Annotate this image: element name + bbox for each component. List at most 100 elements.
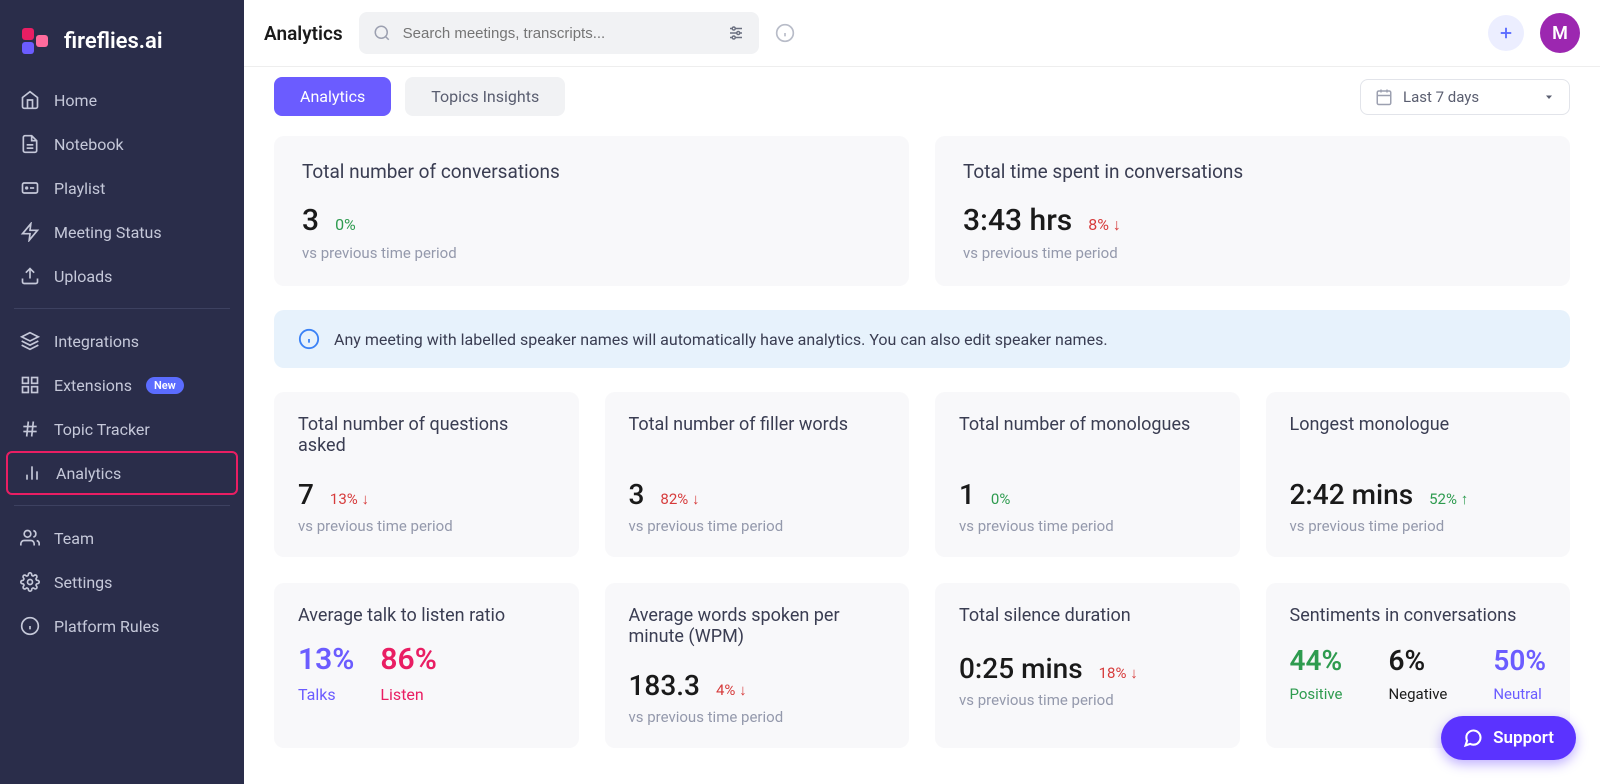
sentiment-negative-label: Negative <box>1388 685 1447 703</box>
stat-value: 183.3 <box>629 669 700 702</box>
card-time-spent: Total time spent in conversations 3:43 h… <box>935 136 1570 286</box>
stat-change: 8% ↓ <box>1088 215 1121 235</box>
search-input[interactable] <box>359 12 759 54</box>
sidebar-item-meeting-status[interactable]: Meeting Status <box>0 210 244 254</box>
card-talk-listen-ratio: Average talk to listen ratio 13% Talks 8… <box>274 583 579 748</box>
banner-text: Any meeting with labelled speaker names … <box>334 330 1108 349</box>
stat-value: 3 <box>629 478 645 511</box>
sidebar-item-home[interactable]: Home <box>0 78 244 122</box>
avatar[interactable]: M <box>1540 13 1580 53</box>
sidebar-item-label: Topic Tracker <box>54 420 150 439</box>
calendar-icon <box>1375 88 1393 106</box>
info-icon[interactable] <box>775 23 795 43</box>
search-icon <box>373 24 391 42</box>
date-filter[interactable]: Last 7 days <box>1360 79 1570 115</box>
stat-title: Total number of monologues <box>959 414 1216 462</box>
sidebar-item-settings[interactable]: Settings <box>0 560 244 604</box>
sidebar-item-label: Home <box>54 91 97 110</box>
sidebar-item-topic-tracker[interactable]: Topic Tracker <box>0 407 244 451</box>
logo[interactable]: fireflies.ai <box>0 16 244 78</box>
sidebar-item-label: Uploads <box>54 267 112 286</box>
stat-sub: vs previous time period <box>959 691 1216 709</box>
stat-title: Total number of filler words <box>629 414 886 462</box>
stat-value: 2:42 mins <box>1290 478 1414 511</box>
nav-divider <box>14 505 230 506</box>
nav-divider <box>14 308 230 309</box>
sidebar-item-extensions[interactable]: Extensions New <box>0 363 244 407</box>
notebook-icon <box>20 134 40 154</box>
stat-value: 3 <box>302 203 319 238</box>
stats-grid: Total number of questions asked 7 13% ↓ … <box>274 392 1570 748</box>
stat-change: 13% ↓ <box>330 490 369 508</box>
lightning-icon <box>20 222 40 242</box>
analytics-icon <box>22 463 42 483</box>
stat-change: 0% <box>335 215 356 234</box>
sidebar-item-analytics[interactable]: Analytics <box>6 451 238 495</box>
sidebar-item-platform-rules[interactable]: Platform Rules <box>0 604 244 648</box>
topbar: Analytics M <box>244 0 1600 67</box>
nav: Home Notebook Playlist Meeting Status Up… <box>0 78 244 648</box>
sidebar: fireflies.ai Home Notebook Playlist Meet… <box>0 0 244 784</box>
gear-icon <box>20 572 40 592</box>
grid-icon <box>20 375 40 395</box>
sentiment-positive-label: Positive <box>1290 685 1343 703</box>
logo-icon <box>20 24 54 58</box>
tabs-row: Analytics Topics Insights Last 7 days <box>274 77 1570 116</box>
stat-title: Total number of questions asked <box>298 414 555 462</box>
layers-icon <box>20 331 40 351</box>
stat-value: 1 <box>959 478 975 511</box>
sidebar-item-integrations[interactable]: Integrations <box>0 319 244 363</box>
page-title: Analytics <box>264 22 343 45</box>
stat-value: 7 <box>298 478 314 511</box>
support-label: Support <box>1493 728 1554 748</box>
sidebar-item-label: Integrations <box>54 332 139 351</box>
tab-analytics[interactable]: Analytics <box>274 77 391 116</box>
ratio-listen-label: Listen <box>380 685 436 704</box>
chevron-down-icon <box>1543 91 1555 103</box>
sidebar-item-team[interactable]: Team <box>0 516 244 560</box>
sidebar-item-label: Analytics <box>56 464 121 483</box>
info-banner: Any meeting with labelled speaker names … <box>274 310 1570 368</box>
sentiment-neutral-value: 50% <box>1493 644 1546 677</box>
sidebar-item-uploads[interactable]: Uploads <box>0 254 244 298</box>
stat-change: 52% ↑ <box>1429 490 1468 508</box>
stat-change: 4% ↓ <box>716 681 747 699</box>
card-questions: Total number of questions asked 7 13% ↓ … <box>274 392 579 557</box>
team-icon <box>20 528 40 548</box>
sentiment-neutral-label: Neutral <box>1493 685 1546 703</box>
stat-sub: vs previous time period <box>302 244 881 262</box>
support-button[interactable]: Support <box>1441 716 1576 760</box>
stat-sub: vs previous time period <box>629 517 886 535</box>
upload-icon <box>20 266 40 286</box>
sidebar-item-label: Meeting Status <box>54 223 162 242</box>
stat-sub: vs previous time period <box>959 517 1216 535</box>
card-conversations: Total number of conversations 3 0% vs pr… <box>274 136 909 286</box>
sidebar-item-playlist[interactable]: Playlist <box>0 166 244 210</box>
stat-title: Average words spoken per minute (WPM) <box>629 605 886 653</box>
sidebar-item-label: Team <box>54 529 94 548</box>
stat-value: 3:43 hrs <box>963 203 1072 238</box>
stat-title: Total number of conversations <box>302 160 881 183</box>
stat-sub: vs previous time period <box>1290 517 1547 535</box>
stat-change: 18% ↓ <box>1099 664 1138 682</box>
new-badge: New <box>146 377 184 394</box>
filter-icon[interactable] <box>727 24 745 42</box>
card-monologues: Total number of monologues 1 0% vs previ… <box>935 392 1240 557</box>
stat-sub: vs previous time period <box>629 708 886 726</box>
stat-sub: vs previous time period <box>298 517 555 535</box>
add-button[interactable] <box>1488 15 1524 51</box>
card-wpm: Average words spoken per minute (WPM) 18… <box>605 583 910 748</box>
sidebar-item-label: Extensions <box>54 376 132 395</box>
stat-title: Sentiments in conversations <box>1290 605 1547 626</box>
stat-title: Average talk to listen ratio <box>298 605 555 626</box>
home-icon <box>20 90 40 110</box>
main: Analytics M Analytics Topics Insights La… <box>244 0 1600 784</box>
card-longest-monologue: Longest monologue 2:42 mins 52% ↑ vs pre… <box>1266 392 1571 557</box>
sidebar-item-notebook[interactable]: Notebook <box>0 122 244 166</box>
sidebar-item-label: Notebook <box>54 135 124 154</box>
stat-change: 0% <box>991 490 1010 508</box>
content: Analytics Topics Insights Last 7 days To… <box>244 67 1600 784</box>
chat-icon <box>1463 728 1483 748</box>
tab-topics-insights[interactable]: Topics Insights <box>405 77 565 116</box>
card-silence: Total silence duration 0:25 mins 18% ↓ v… <box>935 583 1240 748</box>
